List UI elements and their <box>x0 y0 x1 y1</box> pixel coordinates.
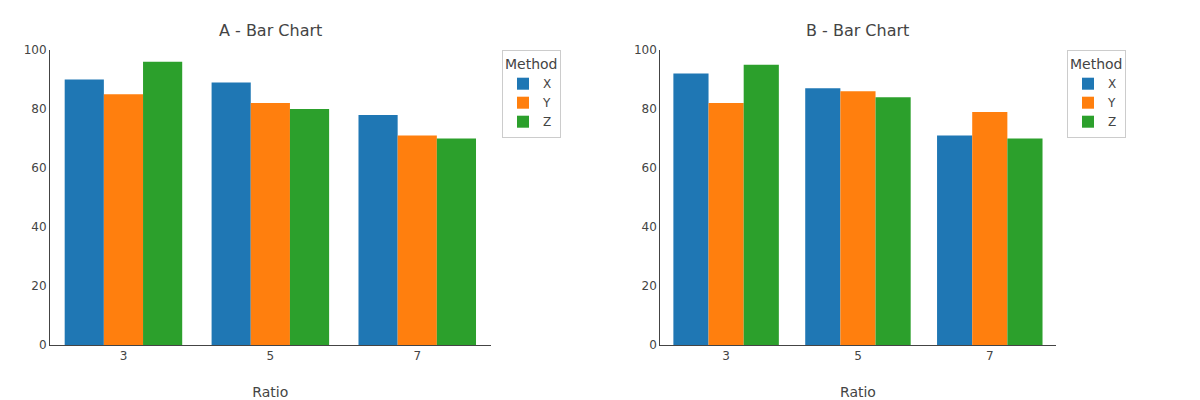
svg-text:3: 3 <box>120 349 128 363</box>
svg-text:80: 80 <box>31 102 46 116</box>
svg-text:Y: Y <box>1107 96 1116 110</box>
svg-text:5: 5 <box>854 349 862 363</box>
svg-text:0: 0 <box>649 338 657 352</box>
svg-text:B - Bar Chart: B - Bar Chart <box>806 21 909 40</box>
svg-text:60: 60 <box>31 161 46 175</box>
svg-text:0: 0 <box>39 338 47 352</box>
svg-text:Ratio: Ratio <box>840 384 876 400</box>
svg-text:7: 7 <box>413 349 421 363</box>
svg-text:100: 100 <box>634 43 657 57</box>
svg-text:Z: Z <box>1108 115 1116 129</box>
svg-text:60: 60 <box>642 161 657 175</box>
svg-text:80: 80 <box>642 102 657 116</box>
svg-text:20: 20 <box>642 279 657 293</box>
svg-text:40: 40 <box>642 220 657 234</box>
svg-text:A - Bar Chart: A - Bar Chart <box>219 21 322 40</box>
svg-text:3: 3 <box>722 349 730 363</box>
svg-text:Z: Z <box>543 115 551 129</box>
svg-text:20: 20 <box>31 279 46 293</box>
svg-text:Method: Method <box>1070 56 1123 72</box>
svg-text:40: 40 <box>31 220 46 234</box>
svg-text:7: 7 <box>986 349 994 363</box>
svg-text:Ratio: Ratio <box>252 384 288 400</box>
svg-text:100: 100 <box>24 43 47 57</box>
svg-text:Method: Method <box>505 56 558 72</box>
svg-text:X: X <box>543 77 551 91</box>
svg-text:Y: Y <box>542 96 551 110</box>
svg-text:X: X <box>1108 77 1116 91</box>
svg-text:5: 5 <box>267 349 275 363</box>
